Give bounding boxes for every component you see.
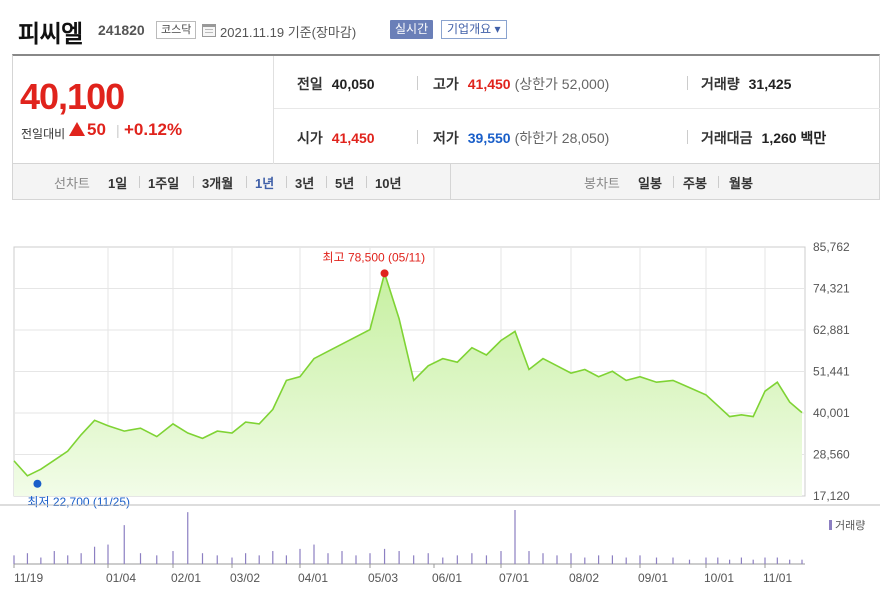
y-tick-label: 62,881	[813, 323, 850, 337]
candle-chart-label: 봉차트	[584, 176, 620, 191]
amount-cell: 거래대금 1,260 백만	[701, 128, 826, 148]
x-tick-label: 07/01	[499, 571, 529, 585]
summary-row-divider	[274, 108, 880, 109]
change-separator: |	[116, 122, 120, 138]
period-1y[interactable]: 1년	[255, 176, 275, 191]
candle-daily[interactable]: 일봉	[638, 176, 662, 191]
column-separator	[417, 130, 418, 144]
period-bar: 선차트 1일 1주일 3개월 1년 3년 5년 10년 봉차트 일봉 주봉 월봉	[12, 164, 880, 200]
low-cell: 저가 39,550 (하한가 28,050)	[433, 128, 609, 148]
period-separator	[286, 176, 287, 188]
column-separator	[687, 130, 688, 144]
volume-label: 거래량	[701, 76, 740, 92]
period-separator	[193, 176, 194, 188]
change-value: 50	[87, 120, 106, 139]
low-point-marker	[33, 479, 42, 488]
base-date: 2021.11.19 기준(장마감)	[220, 25, 357, 40]
volume-value: 31,425	[748, 76, 792, 92]
period-separator	[246, 176, 247, 188]
amount-unit: 백만	[800, 130, 827, 146]
y-tick-label: 40,001	[813, 406, 850, 420]
high-value: 41,450	[467, 76, 511, 92]
up-arrow-icon	[69, 122, 85, 136]
x-tick-label: 02/01	[171, 571, 201, 585]
candle-weekly[interactable]: 주봉	[683, 176, 707, 191]
y-tick-label: 85,762	[813, 240, 850, 254]
stock-header: 피씨엘 241820 코스닥 2021.11.19 기준(장마감) 실시간 기업…	[0, 0, 880, 54]
market-badge: 코스닥	[156, 21, 197, 39]
price-line	[13, 270, 803, 477]
x-tick-label: 01/04	[106, 571, 136, 585]
company-overview-button[interactable]: 기업개요 ▾	[441, 20, 507, 39]
high-annotation: 최고 78,500 (05/11)	[323, 250, 426, 264]
line-chart-label: 선차트	[54, 176, 90, 191]
stock-code: 241820	[98, 22, 145, 38]
column-separator	[687, 76, 688, 90]
x-tick-label: 11/19	[14, 571, 43, 585]
stock-name: 피씨엘	[18, 21, 83, 48]
x-tick-label: 11/01	[763, 571, 792, 585]
period-10y[interactable]: 10년	[375, 176, 402, 191]
y-tick-label: 28,560	[813, 448, 850, 462]
low-value: 39,550	[467, 130, 511, 146]
change-label: 전일대비	[21, 127, 66, 141]
high-point-marker	[380, 269, 389, 278]
x-tick-label: 05/03	[368, 571, 398, 585]
x-tick-label: 10/01	[704, 571, 734, 585]
period-separator	[139, 176, 140, 188]
period-separator	[366, 176, 367, 188]
price-summary: 40,100 전일대비 50 | +0.12% 전일 40,050 고가 41,45…	[12, 54, 880, 164]
open-cell: 시가 41,450	[297, 128, 375, 148]
period-3y[interactable]: 3년	[295, 176, 315, 191]
volume-legend-label: 거래량	[835, 519, 865, 532]
y-tick-label: 74,321	[813, 282, 850, 296]
summary-divider	[273, 56, 274, 164]
period-1w[interactable]: 1주일	[148, 176, 180, 191]
volume-legend-swatch	[829, 520, 832, 530]
amount-value: 1,260	[761, 130, 797, 146]
upper-limit: (상한가 52,000)	[514, 76, 610, 92]
low-annotation: 최저 22,700 (11/25)	[27, 495, 130, 509]
high-label: 고가	[433, 76, 459, 92]
x-tick-label: 09/01	[638, 571, 668, 585]
period-bar-divider	[450, 164, 451, 199]
x-tick-label: 04/01	[298, 571, 328, 585]
realtime-button[interactable]: 실시간	[390, 20, 434, 39]
current-price: 40,100	[20, 76, 125, 117]
prev-close-value: 40,050	[331, 76, 375, 92]
price-chart-svg: 85,762 74,321 62,881 51,441 40,001 28,560 17,1…	[0, 240, 880, 585]
candle-monthly[interactable]: 월봉	[729, 176, 753, 191]
prev-close-cell: 전일 40,050	[297, 74, 375, 94]
price-chart[interactable]: 85,762 74,321 62,881 51,441 40,001 28,560 17,1…	[0, 200, 880, 606]
open-value: 41,450	[331, 130, 375, 146]
period-separator	[673, 176, 674, 188]
y-tick-label: 51,441	[813, 365, 850, 379]
volume-cell: 거래량 31,425	[701, 74, 791, 94]
period-1d[interactable]: 1일	[108, 176, 128, 191]
y-tick-label: 17,120	[813, 489, 850, 503]
change-percent: +0.12%	[124, 120, 183, 139]
low-label: 저가	[433, 130, 459, 146]
period-separator	[326, 176, 327, 188]
period-3m[interactable]: 3개월	[202, 176, 234, 191]
period-separator	[718, 176, 719, 188]
price-area	[14, 273, 802, 496]
open-label: 시가	[297, 130, 323, 146]
prev-close-label: 전일	[297, 76, 323, 92]
amount-label: 거래대금	[701, 130, 753, 146]
calendar-icon	[202, 24, 216, 37]
x-tick-label: 06/01	[432, 571, 462, 585]
x-tick-label: 08/02	[569, 571, 599, 585]
period-5y[interactable]: 5년	[335, 176, 355, 191]
high-cell: 고가 41,450 (상한가 52,000)	[433, 74, 609, 94]
lower-limit: (하한가 28,050)	[514, 130, 610, 146]
column-separator	[417, 76, 418, 90]
x-tick-label: 03/02	[230, 571, 260, 585]
